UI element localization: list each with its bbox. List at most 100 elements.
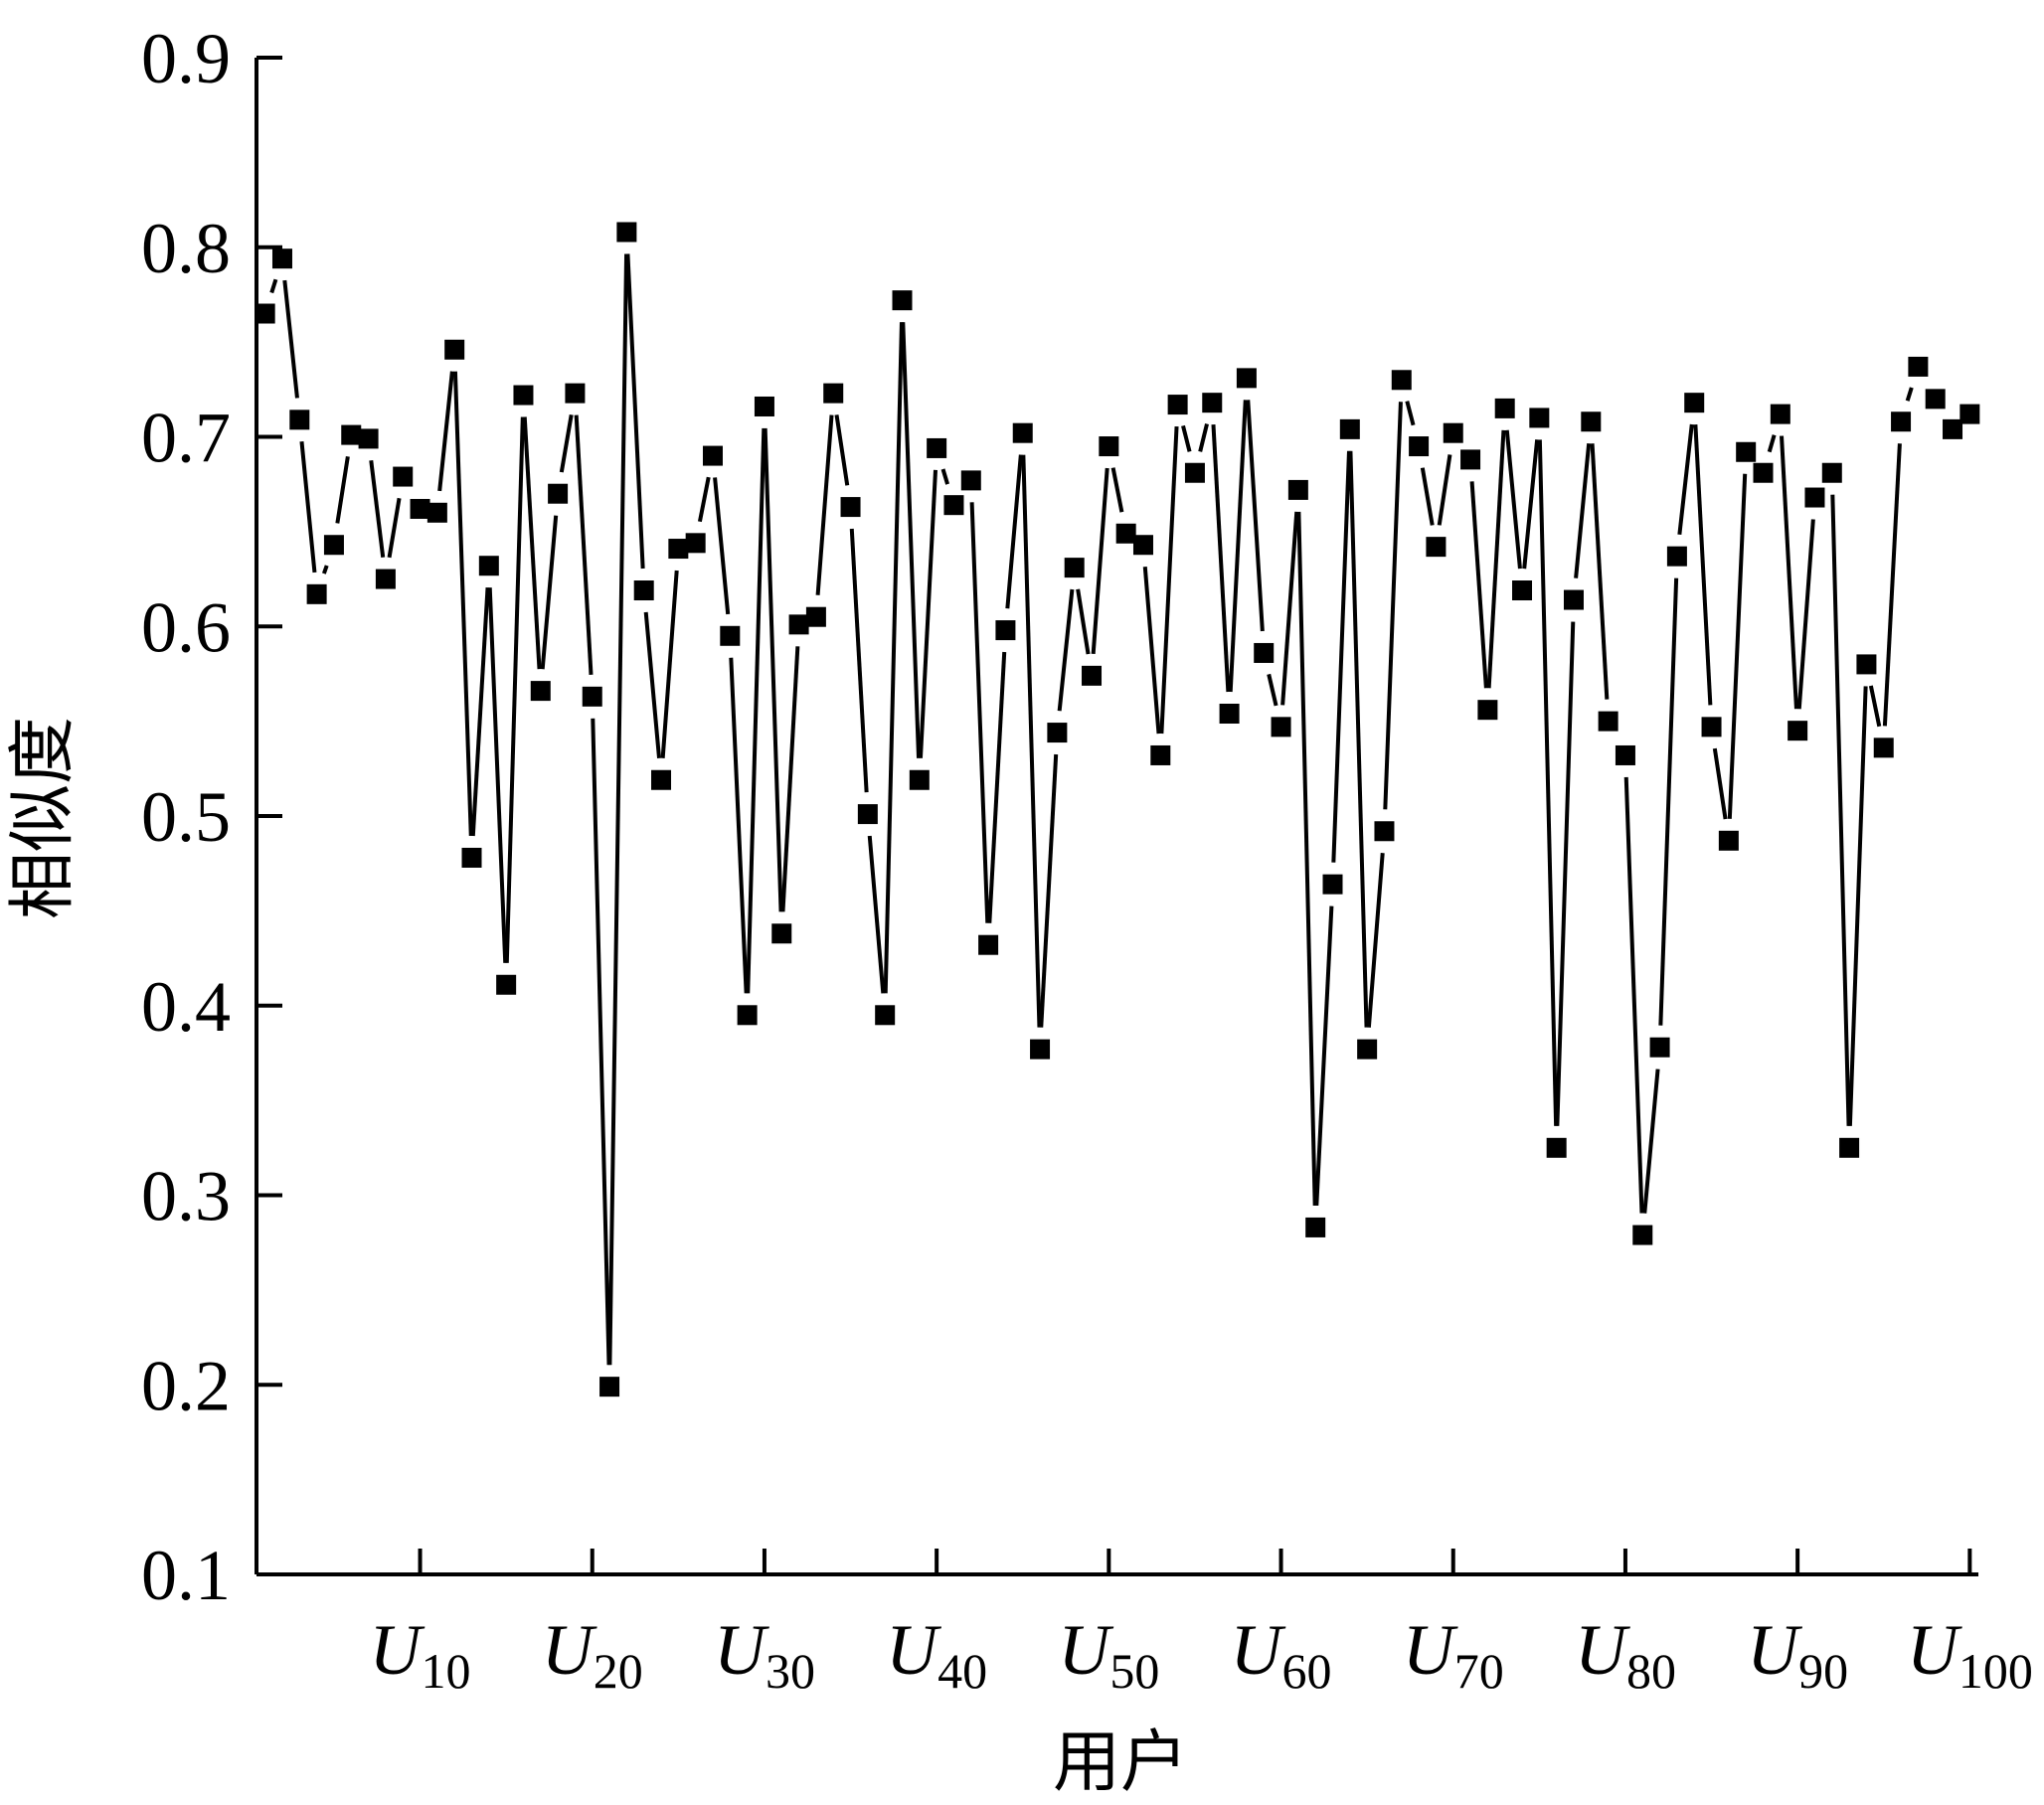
series-segment [1246, 400, 1265, 632]
series-segment [1211, 424, 1231, 693]
series-segment [849, 528, 869, 793]
data-point-marker [530, 681, 551, 702]
series-segment [1437, 454, 1452, 526]
series-segment [746, 427, 766, 994]
series-segment [1057, 588, 1075, 712]
series-segment [918, 469, 937, 758]
series-segment [643, 611, 662, 759]
series-segment [1590, 443, 1610, 700]
series-segment [504, 416, 525, 963]
data-point-marker [599, 1377, 620, 1397]
series-segment [867, 835, 886, 994]
data-point-marker [1426, 537, 1447, 558]
series-segment [1280, 511, 1299, 706]
axes [255, 58, 1978, 1576]
x-tick-label: U90 [1747, 1610, 1848, 1699]
data-point-marker [1666, 546, 1687, 567]
series-segment [559, 413, 574, 473]
series-segment [1677, 423, 1694, 536]
x-tick-label: U50 [1058, 1610, 1159, 1699]
data-point-marker [823, 383, 844, 404]
data-point-marker [927, 437, 947, 458]
series-segment [1076, 588, 1091, 655]
series-segment [1296, 511, 1317, 1206]
data-point-marker [393, 466, 414, 487]
x-tick-label: U20 [542, 1610, 643, 1699]
series-segment [901, 322, 922, 758]
data-point-marker [1821, 462, 1842, 483]
data-point-marker [478, 556, 499, 576]
data-point-marker [1891, 411, 1912, 432]
data-point-marker [1873, 738, 1894, 758]
data-point-marker [1736, 441, 1757, 462]
series-segment [1504, 429, 1522, 570]
series-segment [815, 414, 834, 595]
series-segment [625, 253, 645, 570]
series-segment [834, 414, 850, 486]
data-point-marker [1443, 422, 1463, 443]
data-point-marker [1632, 1225, 1653, 1245]
series-segment [1727, 473, 1748, 819]
series-segment [1555, 621, 1576, 1126]
data-point-marker [1546, 1137, 1567, 1158]
x-axis-title: 用户 [1053, 1723, 1188, 1802]
series-segment [282, 279, 299, 399]
data-point-marker [410, 498, 430, 519]
series-segment [299, 441, 317, 574]
data-point-marker [702, 445, 723, 466]
series-segment [1767, 434, 1777, 453]
data-point-marker [1494, 398, 1515, 418]
data-point-marker [1391, 370, 1412, 391]
series-segment [780, 646, 800, 912]
data-point-marker [943, 495, 964, 516]
data-point-marker [323, 535, 344, 556]
series-line [269, 253, 1914, 1366]
series-segment [607, 253, 629, 1366]
data-point-marker [1287, 479, 1308, 500]
series-segment [591, 718, 611, 1366]
data-point-marker [1219, 703, 1240, 724]
data-point-marker [1184, 462, 1205, 483]
series-segment [574, 414, 594, 675]
x-tick-label: U80 [1575, 1610, 1676, 1699]
data-point-marker [1615, 744, 1635, 765]
series-segment [660, 570, 679, 758]
series-segment [321, 565, 329, 574]
series-segment [763, 427, 783, 912]
data-point-marker [375, 569, 396, 589]
series-segment [1405, 401, 1416, 426]
series-segment [452, 371, 473, 837]
y-tick-label: 0.9 [141, 19, 231, 98]
series-segment [387, 497, 402, 559]
data-point-marker [1047, 723, 1068, 743]
y-tick-label: 0.7 [141, 399, 231, 478]
series-segment [470, 587, 490, 837]
series-segment [1868, 685, 1882, 728]
data-point-marker [461, 847, 482, 868]
data-point-marker [1460, 449, 1481, 470]
x-tick-label: U60 [1231, 1610, 1332, 1699]
series-segment [1623, 776, 1644, 1214]
series-segment [1159, 425, 1179, 735]
data-point-marker [1770, 404, 1790, 424]
data-point-marker [444, 339, 465, 360]
data-point-marker [1598, 711, 1618, 732]
series-segment [1198, 423, 1209, 452]
data-point-marker [565, 383, 586, 404]
series-segment [369, 460, 386, 558]
y-tick-label: 0.2 [141, 1346, 231, 1425]
series-segment [1712, 747, 1728, 820]
series-segment [1642, 1068, 1660, 1214]
data-point-marker [1254, 642, 1275, 663]
data-point-marker [1959, 404, 1980, 424]
x-tick-label: U10 [370, 1610, 471, 1699]
series-segment [940, 468, 950, 485]
series-segment [1142, 566, 1161, 735]
series-segment [1796, 519, 1815, 710]
series-segment [1780, 435, 1798, 710]
data-point-marker [616, 222, 637, 243]
series-segment [335, 456, 350, 524]
data-point-marker [633, 580, 654, 601]
series-segment [729, 657, 749, 994]
series-segment [1830, 494, 1851, 1126]
